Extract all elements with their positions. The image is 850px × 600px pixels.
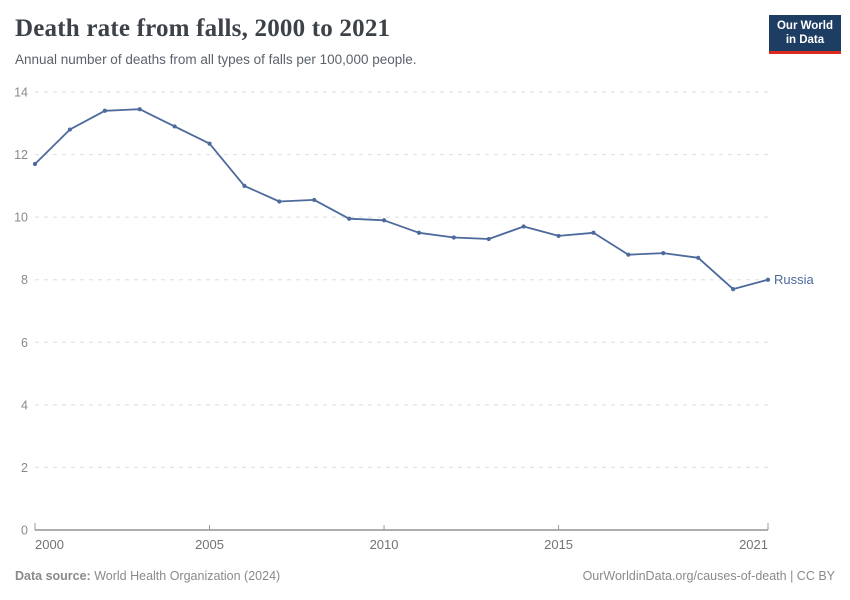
data-point[interactable]	[591, 230, 596, 235]
data-point[interactable]	[521, 224, 526, 229]
y-axis-label: 14	[14, 86, 28, 100]
data-point[interactable]	[661, 251, 666, 256]
y-axis-label: 6	[21, 336, 28, 350]
x-axis-label: 2005	[195, 537, 224, 552]
data-point[interactable]	[172, 124, 177, 129]
chart-subtitle: Annual number of deaths from all types o…	[15, 52, 417, 67]
data-point[interactable]	[242, 183, 247, 188]
data-point[interactable]	[451, 235, 456, 240]
data-point[interactable]	[765, 277, 771, 282]
data-line[interactable]	[34, 108, 769, 291]
x-axis-label: 2010	[370, 537, 399, 552]
data-source-value: World Health Organization (2024)	[90, 569, 281, 583]
y-axis-label: 10	[14, 211, 28, 225]
data-point[interactable]	[312, 197, 317, 203]
data-point[interactable]	[277, 199, 282, 204]
data-point[interactable]	[347, 216, 352, 221]
data-point[interactable]	[696, 255, 701, 260]
data-point[interactable]	[137, 107, 142, 112]
y-axis-label: 8	[21, 273, 28, 287]
series-label[interactable]: Russia	[774, 272, 815, 287]
data-point[interactable]	[416, 230, 422, 235]
y-axis-label: 12	[14, 148, 28, 162]
data-point[interactable]	[32, 161, 38, 167]
data-point[interactable]	[626, 252, 631, 257]
credit-link[interactable]: OurWorldinData.org/causes-of-death | CC …	[582, 569, 835, 583]
data-point[interactable]	[207, 141, 212, 146]
data-point[interactable]	[556, 233, 561, 239]
data-point[interactable]	[381, 218, 387, 223]
data-point[interactable]	[730, 287, 736, 292]
data-source-label: Data source:	[15, 569, 91, 583]
x-axis-label: 2021	[739, 537, 768, 552]
owid-logo-line1: Our World	[776, 20, 833, 32]
chart-footer: Data source: World Health Organization (…	[15, 569, 835, 583]
data-source: Data source: World Health Organization (…	[15, 569, 280, 583]
x-axis-label: 2000	[35, 537, 64, 552]
data-point[interactable]	[486, 236, 491, 242]
owid-logo-line2: in Data	[785, 33, 825, 46]
y-axis-label: 0	[21, 524, 28, 538]
chart-title: Death rate from falls, 2000 to 2021	[15, 15, 391, 42]
y-axis-label: 2	[21, 461, 28, 475]
y-axis-label: 4	[21, 398, 28, 412]
owid-logo[interactable]: Our World in Data	[768, 15, 841, 54]
x-axis-label: 2015	[544, 537, 573, 552]
data-point[interactable]	[102, 108, 107, 113]
data-point[interactable]	[67, 127, 73, 132]
